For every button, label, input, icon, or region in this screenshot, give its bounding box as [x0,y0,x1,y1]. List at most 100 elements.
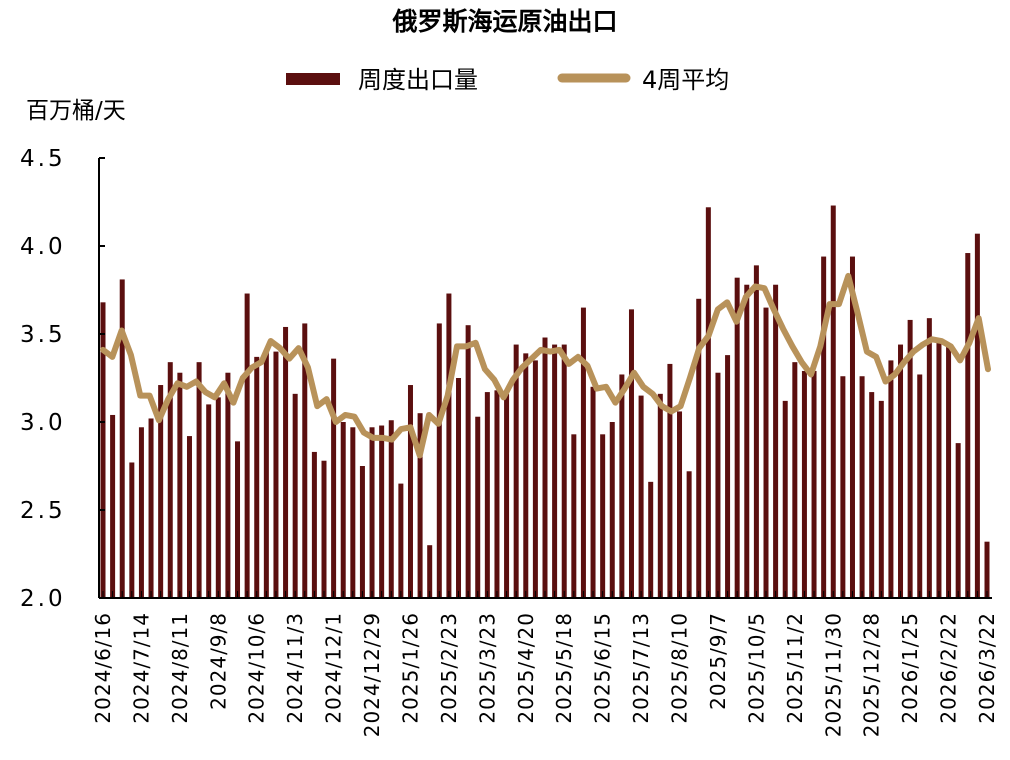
weekly-export-bar [657,393,663,598]
weekly-export-bar [283,326,289,598]
weekly-export-bar [677,411,683,598]
weekly-export-bar [590,386,596,598]
weekly-export-bar [398,483,404,598]
x-tick-label: 2025/2/23 [437,612,461,724]
weekly-export-bar [369,427,375,598]
x-tick-label: 2025/7/13 [629,612,653,724]
weekly-export-bar [436,323,442,598]
weekly-export-bar [456,378,462,598]
y-tick-labels: 2.0 2.5 3.0 3.5 4.0 4.5 [20,146,66,612]
weekly-export-bar [504,393,510,598]
weekly-export-bar [244,293,250,598]
weekly-export-bar [974,233,980,598]
weekly-export-bar [955,443,961,598]
x-tick-label: 2024/12/1 [322,612,346,724]
weekly-export-bar [936,342,942,598]
weekly-export-bar [484,392,490,598]
weekly-export-bar [898,344,904,598]
weekly-export-bar [763,307,769,598]
x-tick-label: 2025/10/5 [744,612,768,724]
x-tick-label: 2024/11/3 [283,612,307,724]
x-tick-label: 2026/2/22 [937,612,961,724]
weekly-export-bar [138,427,144,598]
weekly-export-bar [427,545,433,598]
weekly-export-bar [734,277,740,598]
weekly-export-bar [744,284,750,598]
x-tick-label: 2025/5/18 [552,612,576,724]
x-tick-label: 2025/8/10 [668,612,692,724]
x-tick-label: 2025/11/2 [783,612,807,724]
weekly-export-bar [888,360,894,598]
weekly-export-bar [715,372,721,598]
weekly-export-bar [600,434,606,598]
y-tick-label: 3.0 [20,410,66,436]
weekly-export-bar [869,392,875,598]
weekly-export-bar [878,400,884,598]
weekly-export-bar [167,362,173,598]
weekly-export-bar [263,351,269,598]
weekly-export-bar [907,319,913,598]
weekly-export-bar [311,451,317,598]
weekly-export-bar [696,298,702,598]
weekly-export-bar [753,265,759,598]
x-tick-labels: 2024/6/16 2024/7/14 2024/8/11 2024/9/8 2024/… [91,612,999,737]
x-tick-label: 2025/6/15 [591,612,615,724]
x-tick-label: 2026/1/25 [898,612,922,724]
weekly-export-bar [407,385,413,598]
weekly-export-bar [273,351,279,598]
weekly-export-bar [561,344,567,598]
x-tick-label: 2024/6/16 [91,612,115,724]
weekly-export-bar [196,362,202,598]
weekly-export-bar [705,207,711,598]
x-tick-label: 2024/9/8 [206,612,230,710]
y-axis-unit-label: 百万桶/天 [26,98,126,124]
weekly-export-bar [638,395,644,598]
weekly-export-bar [417,413,423,598]
weekly-export-bar [792,362,798,598]
x-tick-label: 2024/10/6 [245,612,269,724]
weekly-export-bar [965,253,971,599]
weekly-export-bar [984,541,990,598]
weekly-export-bar [821,256,827,598]
weekly-export-bar [148,418,154,598]
legend: 周度出口量 4周平均 [286,66,729,94]
weekly-export-bar [177,372,183,598]
weekly-export-bar [648,481,654,598]
y-tick-label: 4.5 [20,146,66,172]
weekly-export-bar [302,323,308,598]
weekly-export-bar [523,353,529,598]
x-tick-label: 2024/12/29 [360,612,384,737]
weekly-export-bar [379,425,385,598]
axes [98,157,992,599]
weekly-export-bar [119,279,125,598]
x-tick-label: 2026/3/22 [975,612,999,724]
weekly-export-bar [494,390,500,598]
y-tick-label: 3.5 [20,322,66,348]
weekly-export-bar [100,302,106,598]
weekly-export-bar [542,337,548,598]
legend-line-label: 4周平均 [642,66,729,94]
x-tick-label: 2025/4/20 [514,612,538,724]
x-tick-label: 2025/9/7 [706,612,730,710]
weekly-export-bar [186,436,192,598]
weekly-export-bar [331,358,337,598]
x-tick-label: 2024/7/14 [129,612,153,724]
weekly-export-bar [359,466,365,598]
weekly-export-bar [609,422,615,598]
weekly-export-bar [465,325,471,598]
weekly-export-bar [859,376,865,598]
weekly-export-bar [667,363,673,598]
weekly-export-bar [773,284,779,598]
legend-bar-swatch [286,73,340,85]
weekly-export-bar [532,360,538,598]
weekly-export-bar [782,400,788,598]
weekly-export-bar [254,356,260,598]
weekly-export-bar [686,471,692,598]
weekly-export-bar [946,346,952,598]
weekly-export-bar [158,385,164,598]
weekly-export-bar [571,434,577,598]
y-tick-label: 2.5 [20,498,66,524]
weekly-export-bar [235,441,241,598]
weekly-export-bar [292,393,298,598]
